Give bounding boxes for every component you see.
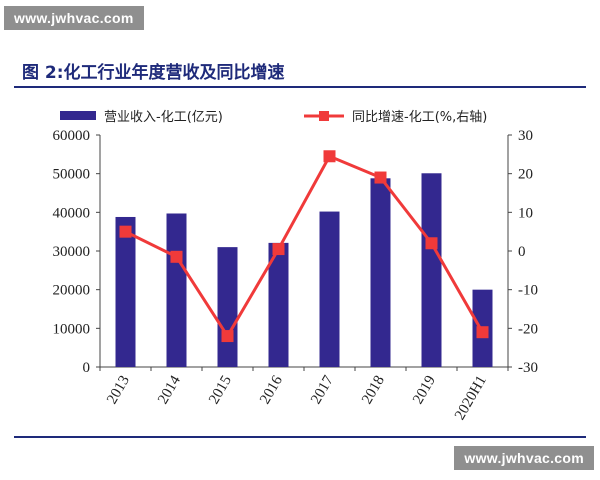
y-left-tick-label: 20000: [53, 283, 91, 299]
axes: 0 10000 20000 30000 40000 50000 60000 -30 -20 -10…: [53, 128, 539, 376]
revenue-bar: [166, 213, 187, 367]
growth-point: [476, 326, 489, 339]
growth-line-path: [124, 154, 484, 338]
legend: 营业收入-化工(亿元) 同比增速-化工(%,右轴): [60, 110, 487, 125]
y-left-tick-label: 10000: [53, 321, 91, 337]
bars: [115, 173, 493, 367]
growth-point: [119, 225, 132, 238]
x-axis-labels: 2013 2014 2015 2016 2017 2018 2019 2020H1: [104, 373, 490, 423]
growth-point: [170, 250, 183, 263]
y-right-tick-label: -10: [518, 283, 538, 299]
growth-line: [119, 150, 489, 343]
revenue-bar: [421, 173, 442, 367]
y-right-tick-label: 20: [518, 167, 533, 183]
growth-point: [221, 330, 234, 343]
figure-title: 图 2:化工行业年度营收及同比增速: [22, 63, 285, 83]
y-left-tick-label: 40000: [53, 205, 91, 221]
x-tick-label: 2015: [206, 373, 235, 407]
revenue-bar: [319, 211, 340, 367]
x-tick-label: 2018: [359, 373, 388, 407]
y-right-tick-label: 30: [518, 128, 533, 144]
y-left-tick-label: 50000: [53, 167, 91, 183]
bottom-divider: [14, 436, 586, 438]
y-left-tick-label: 0: [83, 360, 91, 376]
revenue-bar: [370, 178, 391, 367]
watermark-bottom: www.jwhvac.com: [454, 446, 594, 470]
legend-bar-swatch: [60, 111, 96, 120]
x-tick-label: 2013: [104, 373, 133, 407]
legend-line-label: 同比增速-化工(%,右轴): [352, 110, 487, 125]
title-divider: [14, 86, 586, 88]
growth-point: [323, 150, 336, 163]
revenue-bar: [217, 247, 238, 367]
y-left-tick-label: 30000: [53, 244, 91, 260]
growth-point: [425, 237, 438, 250]
y-right-tick-label: 0: [518, 244, 526, 260]
x-tick-label: 2014: [155, 373, 184, 407]
revenue-bar: [115, 216, 136, 367]
x-tick-label: 2016: [257, 373, 286, 407]
x-tick-label: 2019: [410, 373, 439, 407]
y-right-tick-label: -30: [518, 360, 538, 376]
growth-point: [374, 171, 387, 184]
y-left-tick-label: 60000: [53, 128, 91, 144]
revenue-bar: [268, 242, 289, 367]
legend-bar-label: 营业收入-化工(亿元): [104, 110, 223, 125]
x-tick-label: 2017: [308, 373, 337, 407]
legend-line-marker: [319, 111, 329, 121]
y-right-tick-label: -20: [518, 321, 538, 337]
watermark-top: www.jwhvac.com: [4, 6, 144, 30]
y-right-tick-label: 10: [518, 205, 533, 221]
x-tick-label: 2020H1: [452, 373, 490, 423]
growth-point: [272, 243, 285, 256]
